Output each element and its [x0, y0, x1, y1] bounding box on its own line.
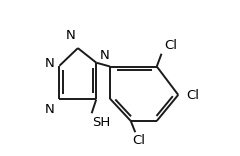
Text: N: N [100, 49, 110, 61]
Text: Cl: Cl [187, 89, 200, 102]
Text: N: N [44, 57, 54, 70]
Text: N: N [65, 29, 75, 42]
Text: SH: SH [92, 116, 111, 129]
Text: N: N [44, 103, 54, 116]
Text: Cl: Cl [132, 134, 145, 146]
Text: Cl: Cl [164, 39, 177, 52]
